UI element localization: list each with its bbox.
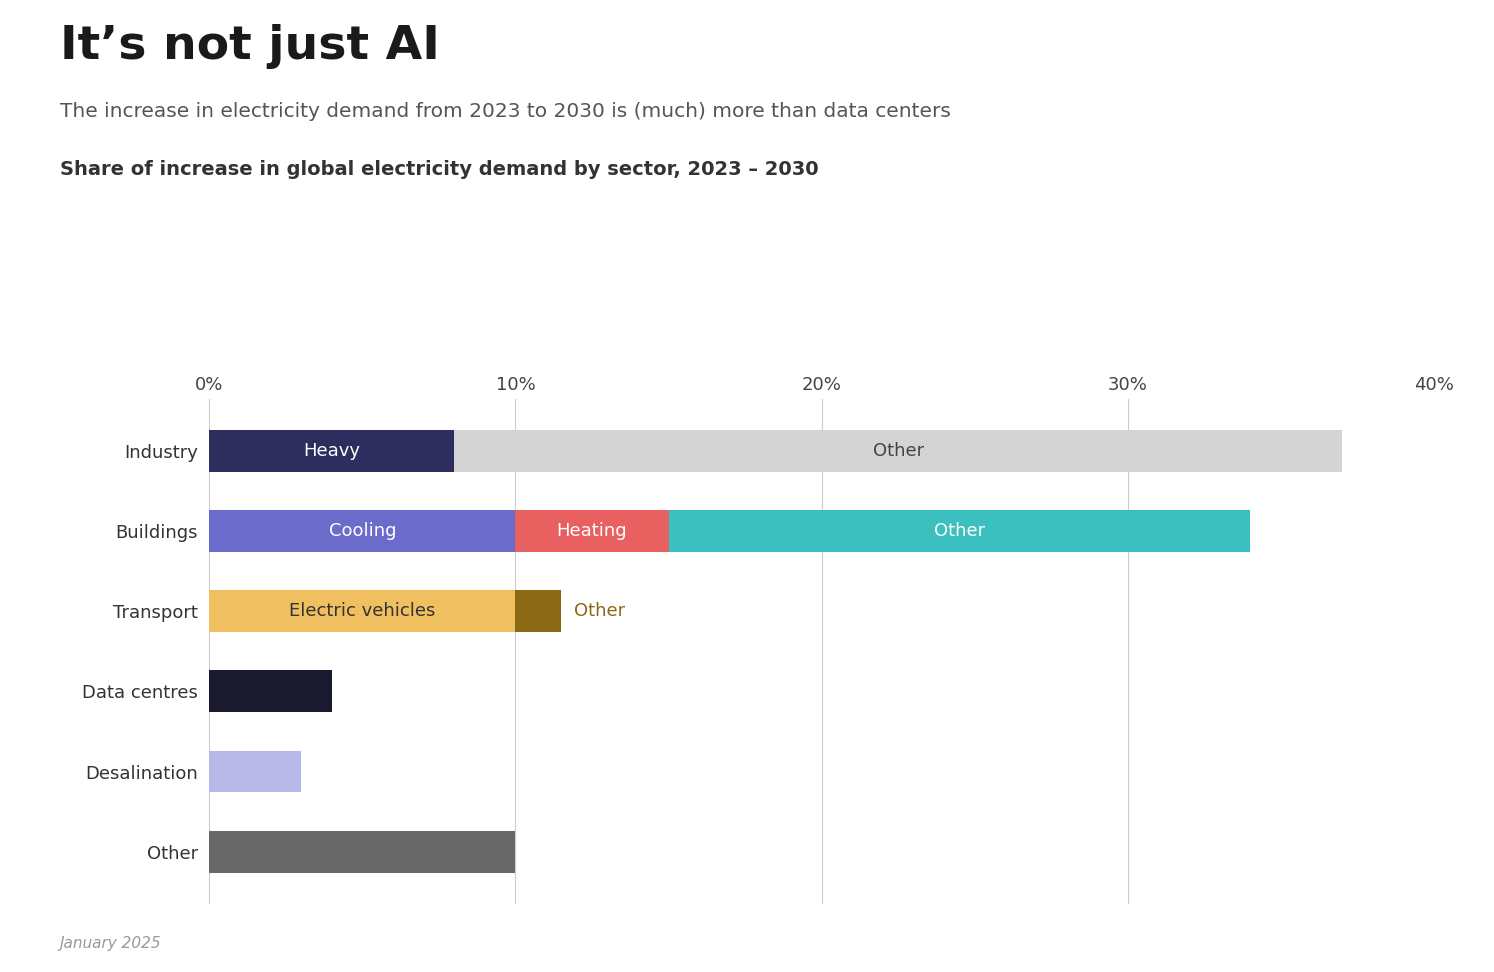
Bar xyxy=(209,671,332,712)
Text: Heavy: Heavy xyxy=(303,441,360,460)
Text: It’s not just AI: It’s not just AI xyxy=(60,24,439,69)
Text: Heating: Heating xyxy=(557,522,627,539)
Bar xyxy=(209,430,454,471)
Text: The increase in electricity demand from 2023 to 2030 is (much) more than data ce: The increase in electricity demand from … xyxy=(60,102,950,122)
Bar xyxy=(209,590,515,632)
Bar xyxy=(669,510,1250,552)
Text: Electric vehicles: Electric vehicles xyxy=(290,602,435,620)
Bar xyxy=(209,750,302,792)
Text: Other: Other xyxy=(934,522,985,539)
Bar xyxy=(454,430,1342,471)
Text: January 2025: January 2025 xyxy=(60,936,161,951)
Bar xyxy=(515,510,669,552)
Bar xyxy=(209,831,515,873)
Bar xyxy=(515,590,562,632)
Text: Cooling: Cooling xyxy=(329,522,396,539)
Bar xyxy=(209,510,515,552)
Text: Other: Other xyxy=(872,441,923,460)
Text: Other: Other xyxy=(574,602,624,620)
Text: Share of increase in global electricity demand by sector, 2023 – 2030: Share of increase in global electricity … xyxy=(60,160,819,180)
